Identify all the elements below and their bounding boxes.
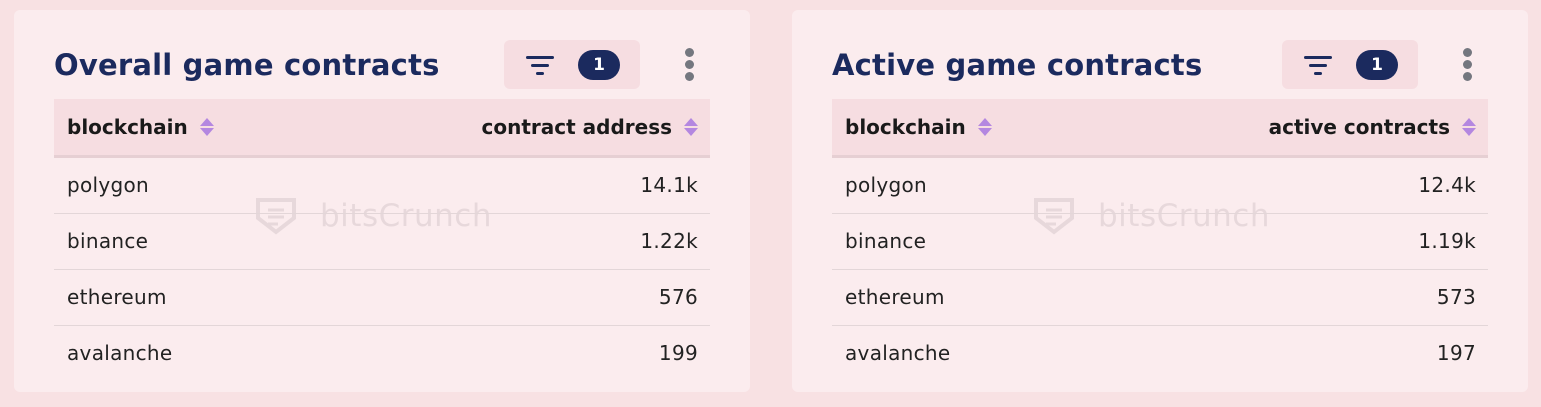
table-row: ethereum 573 bbox=[832, 270, 1488, 326]
blockchain-cell: polygon bbox=[67, 173, 150, 197]
blockchain-cell: polygon bbox=[845, 173, 928, 197]
blockchain-cell: ethereum bbox=[845, 285, 945, 309]
overall-game-contracts-card: Overall game contracts 1 bitsCrunch bloc… bbox=[14, 10, 750, 392]
table-row: polygon 14.1k bbox=[54, 158, 710, 214]
card-title: Active game contracts bbox=[832, 48, 1203, 82]
table-row: polygon 12.4k bbox=[832, 158, 1488, 214]
column-header-blockchain[interactable]: blockchain bbox=[845, 99, 992, 155]
filter-button[interactable]: 1 bbox=[1282, 40, 1418, 89]
blockchain-cell: avalanche bbox=[67, 341, 173, 365]
column-header-active-contracts[interactable]: active contracts bbox=[1269, 99, 1476, 155]
table-header: blockchain contract address bbox=[54, 99, 710, 158]
column-header-blockchain[interactable]: blockchain bbox=[67, 99, 214, 155]
filter-count-badge[interactable]: 1 bbox=[1356, 50, 1398, 80]
column-header-label: blockchain bbox=[67, 115, 188, 139]
value-cell: 14.1k bbox=[640, 173, 698, 197]
table-row: avalanche 197 bbox=[832, 326, 1488, 381]
filter-icon[interactable] bbox=[526, 54, 556, 76]
sort-icon[interactable] bbox=[199, 117, 214, 136]
table-row: binance 1.19k bbox=[832, 214, 1488, 270]
card-title: Overall game contracts bbox=[54, 48, 440, 82]
value-cell: 199 bbox=[658, 341, 698, 365]
column-header-label: blockchain bbox=[845, 115, 966, 139]
table-row: binance 1.22k bbox=[54, 214, 710, 270]
table-header: blockchain active contracts bbox=[832, 99, 1488, 158]
value-cell: 573 bbox=[1436, 285, 1476, 309]
blockchain-cell: binance bbox=[845, 229, 927, 253]
value-cell: 576 bbox=[658, 285, 698, 309]
filter-button[interactable]: 1 bbox=[504, 40, 640, 89]
sort-icon[interactable] bbox=[977, 117, 992, 136]
sort-icon[interactable] bbox=[684, 117, 698, 136]
table-row: avalanche 199 bbox=[54, 326, 710, 381]
column-header-contract-address[interactable]: contract address bbox=[481, 99, 698, 155]
value-cell: 1.22k bbox=[640, 229, 698, 253]
filter-count-badge[interactable]: 1 bbox=[578, 50, 620, 80]
contracts-table: blockchain active contracts polygon 12.4… bbox=[832, 99, 1488, 381]
blockchain-cell: ethereum bbox=[67, 285, 167, 309]
sort-icon[interactable] bbox=[1462, 117, 1476, 136]
active-game-contracts-card: Active game contracts 1 bitsCrunch block… bbox=[792, 10, 1528, 392]
column-header-label: active contracts bbox=[1268, 115, 1450, 139]
value-cell: 1.19k bbox=[1418, 229, 1476, 253]
table-row: ethereum 576 bbox=[54, 270, 710, 326]
filter-icon[interactable] bbox=[1304, 54, 1334, 76]
contracts-table: blockchain contract address polygon 14.1… bbox=[54, 99, 710, 381]
more-options-icon[interactable] bbox=[1460, 48, 1476, 84]
column-header-label: contract address bbox=[481, 115, 673, 139]
value-cell: 197 bbox=[1436, 341, 1476, 365]
blockchain-cell: binance bbox=[67, 229, 149, 253]
blockchain-cell: avalanche bbox=[845, 341, 951, 365]
more-options-icon[interactable] bbox=[682, 48, 698, 84]
value-cell: 12.4k bbox=[1418, 173, 1476, 197]
